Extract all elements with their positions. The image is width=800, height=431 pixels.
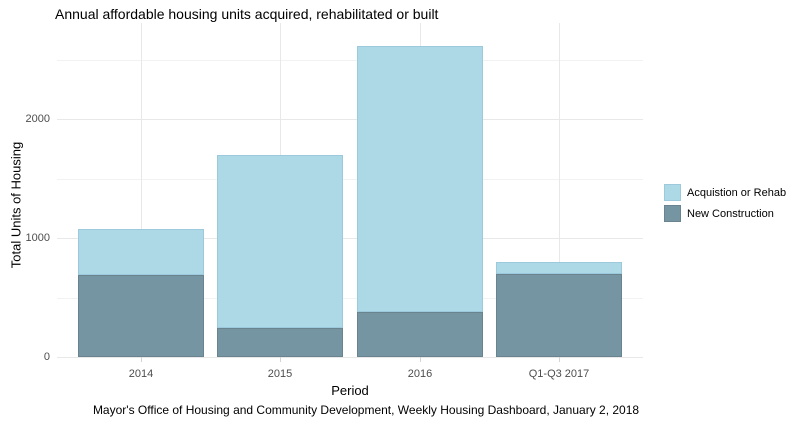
gridline-minor bbox=[57, 178, 643, 180]
y-axis-title: Total Units of Housing bbox=[8, 141, 24, 269]
x-axis-title: Period bbox=[331, 383, 369, 398]
gridline-minor bbox=[57, 297, 643, 299]
bar-segment bbox=[357, 45, 483, 312]
y-tick-label: 0 bbox=[43, 351, 50, 363]
chart-title: Annual affordable housing units acquired… bbox=[55, 6, 439, 22]
gridline-minor bbox=[57, 59, 643, 61]
gridline-major bbox=[57, 119, 643, 121]
gridline-major bbox=[57, 238, 643, 240]
legend-key bbox=[664, 184, 681, 201]
plot-panel bbox=[57, 23, 643, 358]
x-tick bbox=[280, 357, 281, 362]
gridline-vertical bbox=[559, 23, 560, 357]
bar-segment bbox=[496, 261, 622, 274]
legend-key bbox=[664, 205, 681, 222]
bar-segment bbox=[496, 273, 622, 357]
x-tick-label: 2014 bbox=[128, 368, 154, 380]
y-tick-label: 1000 bbox=[25, 232, 50, 245]
y-tick-label: 2000 bbox=[25, 113, 50, 126]
bar-segment bbox=[217, 154, 343, 329]
source-caption: Mayor's Office of Housing and Community … bbox=[92, 403, 640, 417]
bar-segment bbox=[357, 311, 483, 357]
legend-item: Acquistion or Rehab bbox=[664, 184, 786, 201]
legend-item: New Construction bbox=[664, 205, 786, 222]
bar-segment bbox=[78, 274, 204, 357]
gridline-vertical bbox=[141, 23, 142, 357]
x-tick-label: 2016 bbox=[407, 368, 433, 380]
x-tick bbox=[420, 357, 421, 362]
x-tick bbox=[559, 357, 560, 362]
x-tick bbox=[141, 357, 142, 362]
legend-label: Acquistion or Rehab bbox=[687, 186, 787, 199]
gridline-major bbox=[57, 357, 643, 358]
legend-label: New Construction bbox=[687, 207, 774, 220]
x-tick-label: 2015 bbox=[267, 368, 293, 380]
bar-segment bbox=[78, 228, 204, 275]
x-tick-label: Q1-Q3 2017 bbox=[528, 368, 590, 380]
legend: Acquistion or Rehab New Construction bbox=[664, 184, 786, 222]
bar-segment bbox=[217, 328, 343, 357]
